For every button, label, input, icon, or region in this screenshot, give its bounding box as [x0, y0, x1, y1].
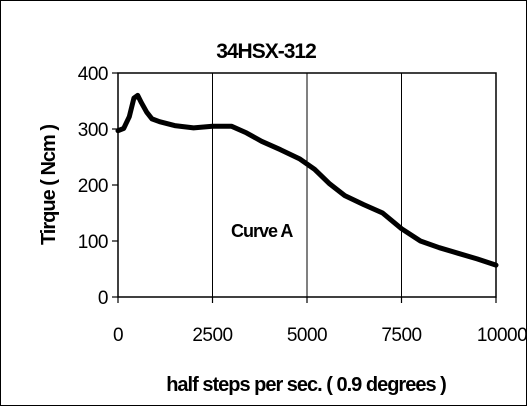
y-tick-label-1: 100 [78, 232, 108, 253]
series-layer [115, 92, 499, 268]
grid-layer [212, 73, 402, 297]
y-tick-label-0: 0 [98, 288, 108, 309]
y-tick-label-3: 300 [78, 120, 108, 141]
tick-layer: 0 2500 5000 7500 10000 0 100 200 300 400 [78, 64, 527, 346]
x-tick-label-2: 5000 [287, 325, 327, 346]
y-axis-label: Tirque ( Ncm ) [38, 125, 60, 245]
x-tick-label-3: 7500 [381, 325, 421, 346]
series-line-0 [115, 92, 499, 268]
y-tick-label-4: 400 [78, 64, 108, 85]
chart-title: 34HSX-312 [216, 40, 316, 63]
y-tick-label-2: 200 [78, 176, 108, 197]
curve-annotation: Curve A [231, 221, 293, 241]
x-tick-label-4: 10000 [477, 325, 527, 346]
x-tick-label-1: 2500 [192, 325, 232, 346]
x-tick-label-0: 0 [113, 325, 123, 346]
x-axis-label: half steps per sec. ( 0.9 degrees ) [166, 374, 446, 396]
